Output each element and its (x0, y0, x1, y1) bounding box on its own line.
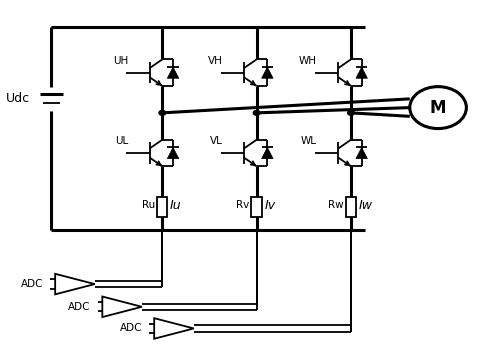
Text: VH: VH (208, 56, 223, 66)
Text: Iv: Iv (264, 199, 275, 212)
Text: Iw: Iw (359, 199, 372, 212)
Text: Rw: Rw (328, 201, 344, 211)
Circle shape (253, 110, 260, 115)
Text: Rv: Rv (236, 201, 249, 211)
Text: M: M (430, 99, 447, 116)
Polygon shape (167, 147, 179, 159)
Text: ADC: ADC (21, 279, 43, 289)
Polygon shape (167, 67, 179, 78)
Circle shape (159, 110, 165, 115)
Text: Ru: Ru (142, 201, 155, 211)
Bar (346, 197, 356, 217)
Text: UH: UH (113, 56, 128, 66)
Text: WH: WH (299, 56, 317, 66)
Polygon shape (262, 67, 273, 78)
Text: Udc: Udc (6, 92, 30, 105)
Bar (251, 197, 262, 217)
Text: WL: WL (301, 136, 317, 146)
Polygon shape (262, 147, 273, 159)
Text: UL: UL (115, 136, 128, 146)
Text: ADC: ADC (120, 323, 142, 333)
Circle shape (347, 110, 354, 115)
Text: VL: VL (210, 136, 223, 146)
Polygon shape (356, 147, 367, 159)
Polygon shape (356, 67, 367, 78)
Text: ADC: ADC (68, 302, 91, 312)
Text: Iu: Iu (170, 199, 182, 212)
Bar (157, 197, 167, 217)
